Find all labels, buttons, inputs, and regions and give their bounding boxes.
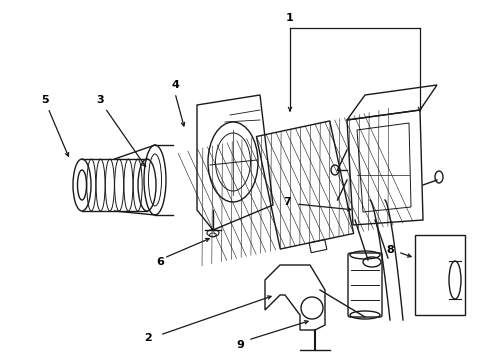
Text: 7: 7 — [283, 197, 291, 207]
Text: 3: 3 — [96, 95, 104, 105]
Bar — [256, 121, 354, 249]
Bar — [415, 235, 465, 315]
Text: 2: 2 — [144, 333, 152, 343]
Text: 1: 1 — [286, 13, 294, 23]
Text: 4: 4 — [171, 80, 179, 90]
Text: 5: 5 — [41, 95, 49, 105]
Text: 8: 8 — [386, 245, 394, 255]
Text: 9: 9 — [236, 340, 244, 350]
Text: 6: 6 — [156, 257, 164, 267]
Bar — [309, 240, 327, 253]
